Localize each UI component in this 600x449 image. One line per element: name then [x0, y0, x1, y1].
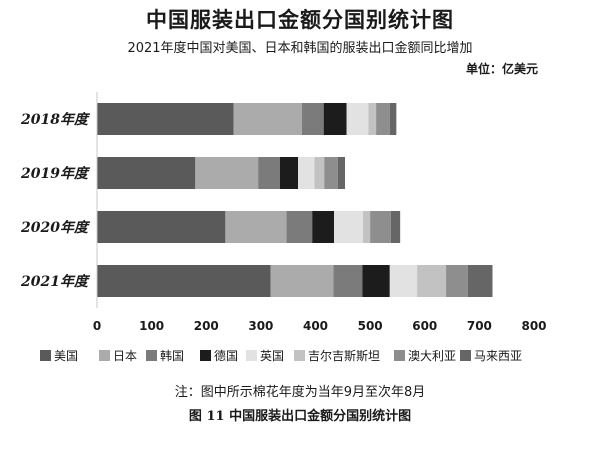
chart-subtitle: 2021年度中国对美国、日本和韩国的服装出口金额同比增加: [127, 41, 473, 56]
bar-segment-6: [417, 265, 447, 297]
bar-segment-3: [286, 211, 313, 243]
bar-segment-3: [301, 103, 324, 135]
bar-segment-1: [97, 103, 234, 135]
category-label: 2018年度: [20, 111, 91, 128]
chart-title: 中国服装出口金额分国别统计图: [146, 7, 454, 32]
bar-segment-4: [279, 157, 299, 189]
bar-segment-6: [368, 103, 377, 135]
x-tick-label: 500: [358, 319, 383, 333]
legend-item: 美国: [40, 347, 78, 364]
bar-segment-2: [195, 157, 259, 189]
chart-note: 注：图中所示棉花年度为当年9月至次年8月: [174, 385, 426, 400]
category-label: 2019年度: [20, 165, 91, 182]
bar-segment-7: [370, 211, 391, 243]
bar-segment-8: [467, 265, 493, 297]
chart-legend: 美国 日本 韩国 德国 英国 吉尔吉斯斯坦 澳大利亚 马来西亚: [40, 347, 600, 365]
legend-label: 日本: [113, 349, 138, 363]
bar-segment-8: [337, 157, 345, 189]
bar-segment-7: [324, 157, 338, 189]
x-tick-label: 0: [93, 319, 101, 333]
legend-swatch: [200, 350, 211, 361]
bar-segment-2: [233, 103, 302, 135]
legend-label: 韩国: [160, 349, 185, 363]
legend-label: 澳大利亚: [408, 349, 457, 363]
x-tick-label: 700: [467, 319, 492, 333]
legend-swatch: [294, 350, 305, 361]
legend-label: 吉尔吉斯斯坦: [308, 349, 381, 363]
bar-segment-5: [389, 265, 418, 297]
legend-swatch: [246, 350, 257, 361]
legend-swatch: [99, 350, 110, 361]
bar-segment-5: [298, 157, 315, 189]
legend-label: 马来西亚: [474, 349, 523, 363]
x-tick-label: 400: [303, 319, 328, 333]
bar-segment-2: [270, 265, 334, 297]
bar-segment-8: [390, 211, 401, 243]
legend-item: 德国: [200, 347, 238, 364]
category-label: 2020年度: [20, 219, 91, 236]
bar-segment-5: [334, 211, 364, 243]
bar-segment-5: [346, 103, 369, 135]
bar-segment-4: [323, 103, 347, 135]
legend-item: 英国: [246, 347, 284, 364]
bar-segment-6: [314, 157, 325, 189]
legend-item: 日本: [99, 347, 137, 364]
legend-label: 英国: [260, 349, 285, 363]
legend-label: 德国: [214, 349, 239, 363]
bar-segment-3: [258, 157, 280, 189]
category-label: 2021年度: [20, 273, 91, 290]
legend-swatch: [146, 350, 157, 361]
bar-segment-1: [97, 157, 196, 189]
legend-item: 韩国: [146, 347, 184, 364]
legend-label: 美国: [54, 349, 79, 363]
bar-segment-3: [333, 265, 363, 297]
bar-segment-2: [225, 211, 287, 243]
legend-swatch: [394, 350, 405, 361]
x-tick-label: 300: [248, 319, 273, 333]
x-tick-label: 100: [139, 319, 164, 333]
bar-segment-7: [446, 265, 468, 297]
bar-segment-7: [376, 103, 390, 135]
legend-swatch: [40, 350, 51, 361]
bar-segment-4: [312, 211, 335, 243]
x-tick-label: 800: [521, 319, 546, 333]
bar-segment-1: [97, 211, 226, 243]
figure-caption: 图 11 中国服装出口金额分国别统计图: [188, 409, 412, 424]
unit-label: 单位：亿美元: [465, 62, 538, 76]
legend-swatch: [460, 350, 471, 361]
bar-segment-8: [389, 103, 397, 135]
x-tick-label: 200: [194, 319, 219, 333]
bar-segment-1: [97, 265, 271, 297]
bar-segment-6: [363, 211, 371, 243]
legend-item: 吉尔吉斯斯坦: [294, 347, 380, 364]
bar-segment-4: [362, 265, 390, 297]
legend-item: 马来西亚: [460, 347, 522, 364]
legend-item: 澳大利亚: [394, 347, 456, 364]
x-tick-label: 600: [412, 319, 437, 333]
